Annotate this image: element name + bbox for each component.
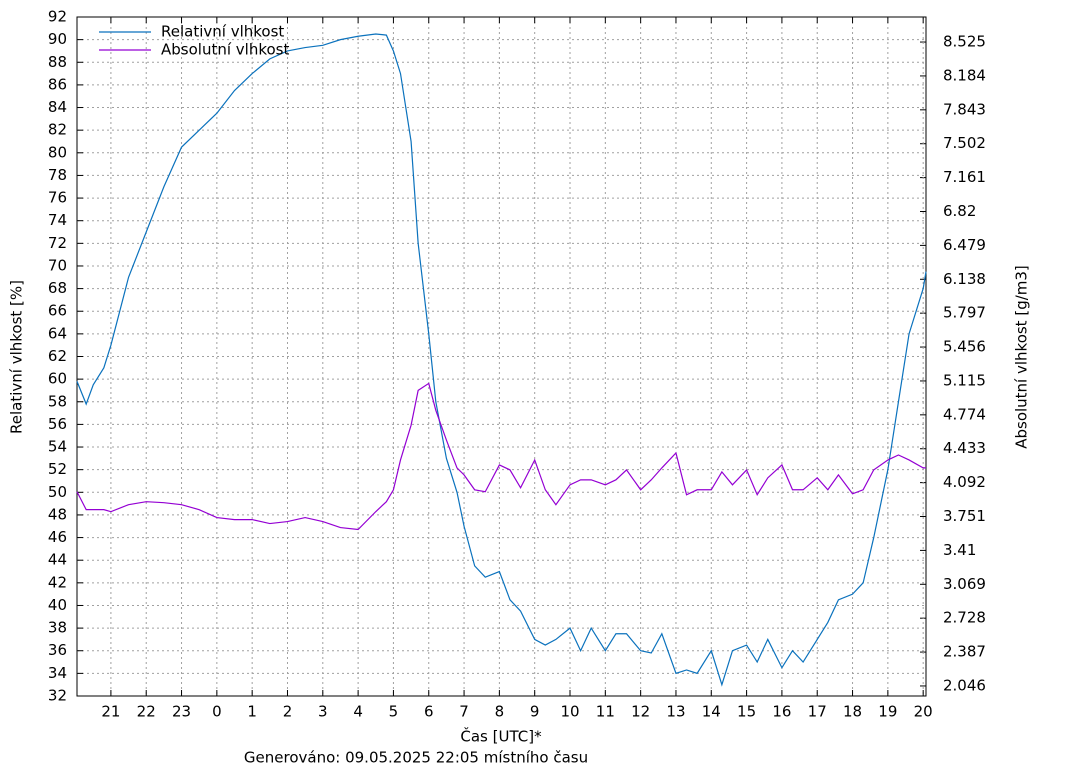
y2-tick-label: 6.82 bbox=[943, 202, 976, 220]
x-tick-label: 15 bbox=[737, 703, 756, 721]
y2-tick-label: 7.161 bbox=[943, 168, 986, 186]
series-line bbox=[76, 382, 926, 531]
x-tick-label: 11 bbox=[596, 703, 615, 721]
y2-tick-label: 8.525 bbox=[943, 33, 986, 51]
y2-tick-label: 4.774 bbox=[943, 405, 986, 423]
y-tick-label: 32 bbox=[48, 687, 67, 705]
x-tick-label: 13 bbox=[666, 703, 685, 721]
x-tick-label: 1 bbox=[247, 703, 257, 721]
x-tick-label: 12 bbox=[631, 703, 650, 721]
x-tick-label: 19 bbox=[878, 703, 897, 721]
x-tick-label: 17 bbox=[808, 703, 827, 721]
y2-tick-label: 3.41 bbox=[943, 541, 976, 559]
x-tick-label: 7 bbox=[459, 703, 469, 721]
y2-axis-label: Absolutní vlhkost [g/m3] bbox=[1013, 265, 1031, 449]
legend-label: Relativní vlhkost bbox=[161, 23, 284, 41]
x-tick-label: 8 bbox=[495, 703, 505, 721]
x-tick-label: 23 bbox=[172, 703, 191, 721]
y-tick-label: 54 bbox=[48, 438, 67, 456]
y-tick-label: 70 bbox=[48, 256, 67, 274]
y-tick-label: 42 bbox=[48, 573, 67, 591]
y-tick-label: 38 bbox=[48, 619, 67, 637]
x-tick-label: 6 bbox=[424, 703, 434, 721]
x-tick-label: 9 bbox=[530, 703, 540, 721]
y2-tick-label: 3.751 bbox=[943, 507, 986, 525]
y2-tick-label: 4.092 bbox=[943, 473, 986, 491]
y-tick-label: 84 bbox=[48, 98, 67, 116]
x-tick-label: 20 bbox=[914, 703, 933, 721]
footer: Generováno: 09.05.2025 22:05 místního ča… bbox=[244, 749, 588, 767]
y2-tick-label: 3.069 bbox=[943, 575, 986, 593]
y-tick-label: 66 bbox=[48, 302, 67, 320]
y-tick-label: 78 bbox=[48, 166, 67, 184]
y-tick-label: 82 bbox=[48, 121, 67, 139]
y-tick-label: 88 bbox=[48, 53, 67, 71]
y-tick-label: 44 bbox=[48, 551, 67, 569]
y-tick-label: 36 bbox=[48, 641, 67, 659]
y-axis-label: Relativní vlhkost [%] bbox=[8, 280, 26, 434]
y-tick-label: 50 bbox=[48, 483, 67, 501]
x-tick-label: 0 bbox=[212, 703, 222, 721]
y-tick-label: 76 bbox=[48, 189, 67, 207]
x-tick-label: 5 bbox=[389, 703, 399, 721]
y-tick-label: 62 bbox=[48, 347, 67, 365]
y-tick-label: 74 bbox=[48, 211, 67, 229]
series-line bbox=[76, 33, 927, 687]
x-tick-label: 10 bbox=[560, 703, 579, 721]
y2-tick-label: 5.456 bbox=[943, 338, 986, 356]
y-tick-label: 56 bbox=[48, 415, 67, 433]
y-tick-label: 58 bbox=[48, 392, 67, 410]
x-axis-label: Čas [UTC]* bbox=[460, 727, 542, 746]
y2-tick-label: 7.843 bbox=[943, 100, 986, 118]
y2-tick-label: 2.046 bbox=[943, 676, 986, 694]
y-tick-label: 86 bbox=[48, 75, 67, 93]
y2-tick-label: 7.502 bbox=[943, 134, 986, 152]
x-tick-label: 4 bbox=[353, 703, 363, 721]
y-tick-label: 80 bbox=[48, 143, 67, 161]
legend-label: Absolutní vlhkost bbox=[161, 41, 289, 59]
y-tick-label: 68 bbox=[48, 279, 67, 297]
y-tick-label: 48 bbox=[48, 505, 67, 523]
x-tick-label: 14 bbox=[702, 703, 721, 721]
y-tick-label: 92 bbox=[48, 8, 67, 26]
y-tick-label: 46 bbox=[48, 528, 67, 546]
y2-tick-label: 4.433 bbox=[943, 439, 986, 457]
y2-tick-label: 2.728 bbox=[943, 609, 986, 627]
y-tick-label: 60 bbox=[48, 370, 67, 388]
x-tick-label: 21 bbox=[101, 703, 120, 721]
y2-tick-label: 6.479 bbox=[943, 236, 986, 254]
y2-tick-label: 2.387 bbox=[943, 643, 986, 661]
y2-tick-label: 6.138 bbox=[943, 270, 986, 288]
y2-tick-label: 5.115 bbox=[943, 371, 986, 389]
y-tick-label: 52 bbox=[48, 460, 67, 478]
y-tick-label: 72 bbox=[48, 234, 67, 252]
x-tick-label: 16 bbox=[772, 703, 791, 721]
y-tick-label: 64 bbox=[48, 324, 67, 342]
y2-tick-label: 8.184 bbox=[943, 66, 986, 84]
y2-tick-label: 5.797 bbox=[943, 304, 986, 322]
x-tick-label: 2 bbox=[283, 703, 293, 721]
y-tick-label: 40 bbox=[48, 596, 67, 614]
x-tick-label: 3 bbox=[318, 703, 328, 721]
x-tick-label: 18 bbox=[843, 703, 862, 721]
y-tick-label: 34 bbox=[48, 664, 67, 682]
x-tick-label: 22 bbox=[137, 703, 156, 721]
y-tick-label: 90 bbox=[48, 30, 67, 48]
